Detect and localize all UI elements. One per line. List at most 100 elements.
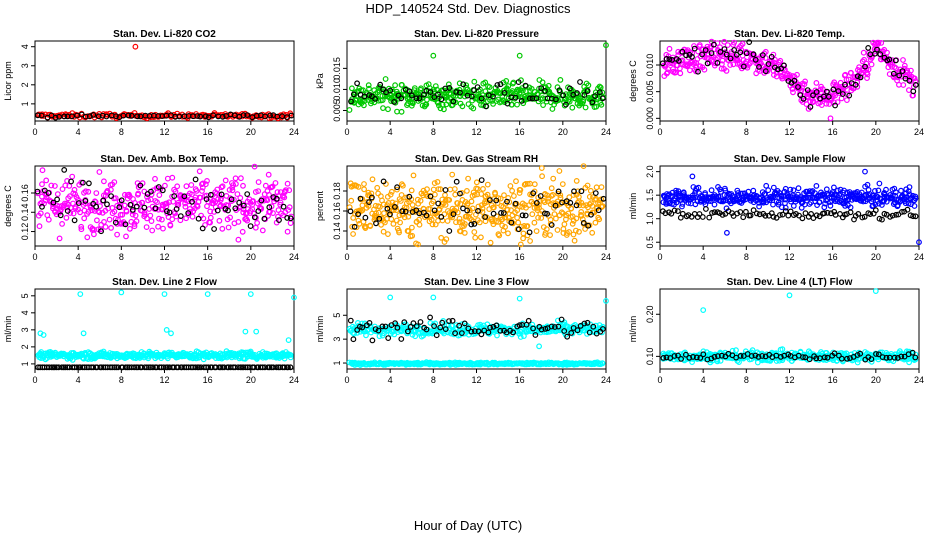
- data-point: [232, 364, 239, 371]
- data-point: [254, 219, 261, 226]
- data-point: [232, 205, 239, 212]
- data-point: [552, 324, 558, 330]
- data-point: [175, 199, 182, 206]
- data-point: [173, 206, 180, 212]
- data-point: [450, 92, 457, 99]
- data-point: [676, 58, 682, 64]
- data-point: [397, 219, 404, 226]
- data-point: [464, 207, 471, 214]
- data-point: [569, 220, 576, 227]
- outlier-point: [603, 298, 609, 304]
- data-point: [202, 113, 209, 120]
- data-point: [531, 219, 538, 226]
- data-point: [584, 319, 591, 326]
- data-point: [398, 108, 405, 115]
- data-point: [128, 112, 135, 119]
- data-point: [410, 100, 416, 107]
- data-point: [663, 56, 670, 62]
- panel-5: Stan. Dev. Gas Stream RH0 4 8 12 16 20 240.140…: [315, 154, 611, 262]
- data-point: [808, 210, 814, 217]
- data-point: [244, 112, 251, 118]
- data-point: [587, 187, 594, 194]
- data-point: [750, 207, 757, 214]
- data-point: [438, 96, 445, 103]
- data-point: [889, 192, 896, 199]
- data-point: [266, 364, 273, 371]
- data-point: [500, 210, 507, 216]
- data-point: [550, 175, 557, 182]
- data-point: [810, 92, 816, 99]
- data-point: [530, 190, 537, 197]
- data-point: [598, 101, 605, 108]
- data-point: [581, 320, 588, 327]
- data-point: [111, 208, 118, 215]
- points-layer: [34, 163, 295, 243]
- data-point: [802, 78, 808, 85]
- x-tick-label: 24: [601, 127, 611, 137]
- panel-title: Stan. Dev. Gas Stream RH: [415, 154, 538, 165]
- data-point: [97, 203, 103, 210]
- data-point: [813, 212, 820, 219]
- data-point: [852, 81, 859, 88]
- data-point: [690, 354, 696, 360]
- data-point: [427, 193, 434, 200]
- data-point: [182, 203, 189, 210]
- series-2: [346, 359, 606, 369]
- data-point: [398, 359, 405, 366]
- data-point: [590, 323, 597, 330]
- data-point: [900, 57, 906, 63]
- data-point: [738, 190, 744, 197]
- data-point: [159, 187, 166, 194]
- y-axis-label: percent: [315, 190, 325, 221]
- data-point: [586, 193, 593, 200]
- data-point: [107, 186, 114, 193]
- x-tick-label: 20: [246, 127, 256, 137]
- data-point: [589, 229, 596, 236]
- series-1: [346, 42, 609, 115]
- data-point: [821, 204, 828, 211]
- data-point: [912, 78, 919, 84]
- x-tick-label: 0: [344, 375, 349, 385]
- data-point: [138, 364, 145, 371]
- data-point: [566, 229, 572, 235]
- data-point: [872, 187, 878, 194]
- x-tick-label: 8: [431, 375, 436, 385]
- y-tick-label: 2: [20, 344, 30, 349]
- outlier-point: [724, 229, 730, 236]
- data-point: [573, 202, 580, 209]
- data-point: [825, 191, 832, 198]
- x-tick-label: 24: [914, 252, 924, 262]
- data-point: [438, 213, 445, 220]
- data-point: [423, 212, 430, 219]
- data-point: [456, 219, 463, 226]
- data-point: [773, 214, 780, 221]
- outlier-point: [516, 52, 523, 59]
- data-point: [868, 61, 875, 68]
- x-tick-label: 20: [871, 127, 881, 137]
- data-point: [708, 50, 715, 56]
- data-point: [167, 221, 174, 228]
- data-point: [759, 353, 765, 359]
- data-point: [227, 214, 234, 221]
- data-point: [366, 199, 372, 206]
- data-point: [715, 193, 722, 200]
- data-point: [164, 175, 171, 182]
- x-tick-label: 24: [601, 252, 611, 262]
- data-point: [832, 102, 838, 109]
- data-point: [409, 92, 415, 99]
- data-point: [397, 198, 404, 204]
- data-point: [813, 355, 820, 362]
- data-point: [831, 99, 837, 106]
- y-axis-label: ml/min: [3, 316, 13, 343]
- points-layer: [346, 163, 607, 248]
- x-tick-label: 16: [515, 375, 525, 385]
- data-point: [266, 191, 272, 198]
- data-point: [878, 40, 885, 46]
- data-point: [225, 224, 232, 231]
- data-point: [567, 85, 573, 92]
- data-point: [219, 225, 226, 232]
- data-point: [387, 191, 394, 198]
- data-point: [137, 182, 144, 189]
- data-point: [445, 81, 452, 88]
- data-point: [431, 323, 438, 330]
